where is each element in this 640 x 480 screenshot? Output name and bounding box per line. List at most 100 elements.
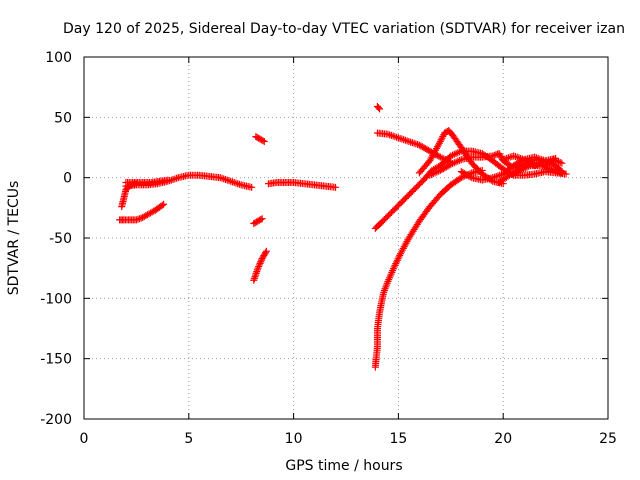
data-point bbox=[417, 142, 425, 150]
data-point bbox=[255, 263, 263, 271]
data-point bbox=[234, 180, 242, 188]
data-point bbox=[389, 132, 397, 140]
y-tick-label: -200 bbox=[40, 412, 72, 428]
data-point bbox=[387, 131, 395, 139]
y-tick-label: 100 bbox=[45, 50, 72, 66]
data-point bbox=[492, 172, 500, 180]
data-point bbox=[415, 141, 423, 149]
data-point bbox=[555, 158, 563, 166]
data-point bbox=[160, 200, 168, 208]
data-point bbox=[439, 132, 447, 140]
data-point bbox=[134, 215, 142, 223]
data-point bbox=[525, 158, 533, 166]
data-point bbox=[436, 166, 444, 174]
data-point bbox=[514, 159, 522, 167]
data-point bbox=[391, 261, 399, 269]
data-point bbox=[394, 255, 402, 263]
data-point bbox=[258, 215, 266, 223]
data-point bbox=[393, 133, 401, 141]
data-point bbox=[391, 133, 399, 141]
x-axis-label: GPS time / hours bbox=[285, 458, 402, 474]
data-point bbox=[221, 175, 229, 183]
data-point bbox=[257, 258, 265, 266]
y-tick-label: -150 bbox=[40, 352, 72, 368]
data-point bbox=[396, 134, 404, 142]
data-point bbox=[216, 174, 224, 182]
y-tick-label: 0 bbox=[63, 171, 72, 187]
data-point bbox=[420, 144, 428, 152]
x-tick-label: 25 bbox=[599, 431, 617, 447]
data-point bbox=[255, 261, 263, 269]
data-point bbox=[262, 247, 270, 255]
data-point bbox=[374, 104, 382, 112]
data-point bbox=[550, 156, 558, 164]
data-point bbox=[257, 215, 265, 223]
data-point bbox=[393, 256, 401, 264]
data-point bbox=[401, 136, 409, 144]
data-point bbox=[523, 157, 531, 165]
data-point bbox=[136, 215, 144, 223]
x-tick-label: 20 bbox=[494, 431, 512, 447]
data-point bbox=[225, 177, 233, 185]
data-point bbox=[435, 152, 443, 160]
y-tick-label: -50 bbox=[49, 231, 72, 247]
y-tick-label: -100 bbox=[40, 291, 72, 307]
data-point bbox=[158, 201, 166, 209]
data-point bbox=[459, 168, 467, 176]
data-point bbox=[522, 156, 530, 164]
data-point bbox=[332, 183, 340, 191]
data-point bbox=[254, 264, 262, 272]
data-point bbox=[171, 175, 179, 183]
chart-title: Day 120 of 2025, Sidereal Day-to-day VTE… bbox=[63, 21, 625, 37]
data-point bbox=[465, 172, 473, 180]
x-tick-label: 5 bbox=[184, 431, 193, 447]
data-point bbox=[558, 159, 566, 167]
data-point bbox=[248, 183, 256, 191]
data-point bbox=[394, 134, 402, 142]
data-point bbox=[137, 214, 145, 222]
y-axis-label: SDTVAR / TECUs bbox=[6, 181, 22, 296]
plot-frame bbox=[83, 56, 609, 420]
data-point bbox=[423, 145, 431, 153]
data-point bbox=[395, 253, 403, 261]
data-point bbox=[410, 139, 418, 147]
data-point bbox=[396, 251, 404, 259]
data-point bbox=[230, 178, 238, 186]
data-point bbox=[235, 180, 243, 188]
data-point bbox=[489, 152, 497, 160]
data-point bbox=[384, 130, 392, 138]
data-point bbox=[462, 170, 470, 178]
data-point bbox=[445, 161, 453, 169]
data-point bbox=[418, 143, 426, 151]
data-point bbox=[463, 171, 471, 179]
data-point bbox=[424, 146, 432, 154]
data-point bbox=[220, 175, 228, 183]
data-point bbox=[506, 153, 514, 161]
data-point bbox=[437, 136, 445, 144]
data-point bbox=[553, 157, 561, 165]
x-tick-label: 10 bbox=[285, 431, 303, 447]
data-point bbox=[510, 162, 518, 170]
data-point bbox=[466, 173, 474, 181]
data-point bbox=[457, 168, 465, 176]
data-point bbox=[405, 137, 413, 145]
data-point bbox=[421, 145, 429, 153]
data-point bbox=[426, 147, 434, 155]
data-point bbox=[442, 163, 450, 171]
data-point bbox=[262, 249, 270, 257]
data-point bbox=[400, 136, 408, 144]
data-point bbox=[218, 174, 226, 182]
data-point bbox=[257, 256, 265, 264]
data-point bbox=[259, 137, 267, 145]
data-point bbox=[562, 170, 570, 178]
data-point bbox=[232, 179, 240, 187]
data-point bbox=[438, 134, 446, 142]
data-point bbox=[556, 158, 564, 166]
y-tick-label: 50 bbox=[54, 110, 72, 126]
data-point bbox=[386, 131, 394, 139]
data-point bbox=[438, 166, 446, 174]
data-point bbox=[132, 216, 140, 224]
data-point bbox=[551, 156, 559, 164]
x-tick-label: 15 bbox=[389, 431, 407, 447]
